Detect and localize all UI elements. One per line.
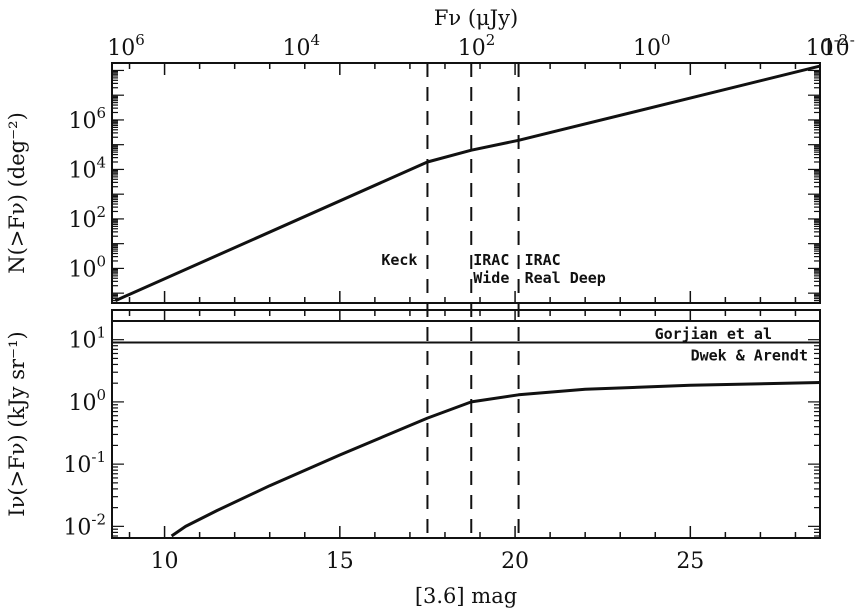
top-axis-title: Fν (μJy) [434,6,518,30]
top-axis-tick-label: 104 [282,31,320,61]
top-axis-tick-label: 10-4 [822,31,855,61]
x-tick-label: 15 [326,549,354,574]
intensity-panel [111,309,821,539]
intensity-y-tick-label: 10-1 [63,448,106,478]
irac-wide-label-2: Wide [473,269,509,287]
irac-wide-label-1: IRAC [473,251,509,269]
intensity-frame [111,309,821,539]
x-tick-label: 25 [676,549,704,574]
intensity-y-tick-label: 100 [68,386,106,416]
x-tick-label: 10 [151,549,179,574]
counts-frame [111,62,821,304]
x-tick-label: 20 [501,549,529,574]
top-axis-tick-label: 100 [633,31,671,61]
intensity-series-line [170,381,821,538]
top-axis-tick-label: 10-2 [806,31,849,61]
counts-y-axis-title: N(>Fν) (deg⁻²) [5,112,29,274]
dwek-arendt-label: Dwek & Arendt [691,347,808,365]
counts-y-tick-label: 106 [68,104,106,134]
gorjian-label: Gorjian et al [655,325,772,343]
counts-panel [111,62,821,304]
axis-text: 100 102 104 106 10-2 10-1 100 101 Gorjian et al D… [5,6,855,608]
x-axis-title: [3.6] mag [415,584,517,608]
counts-y-tick-label: 104 [68,153,106,183]
top-axis-tick-label: 102 [458,31,496,61]
irac-deep-label-2: Real Deep [525,269,606,287]
irac-deep-label-1: IRAC [525,251,561,269]
top-axis-tick-label: 106 [107,31,145,61]
counts-y-tick-label: 102 [68,203,106,233]
counts-y-tick-label: 100 [68,252,106,282]
intensity-y-tick-label: 101 [68,324,106,354]
intensity-y-axis-title: Iν(>Fν) (kJy sr⁻¹) [5,331,29,516]
counts-series-line [114,64,821,302]
keck-label: Keck [381,251,417,269]
intensity-y-tick-label: 10-2 [63,510,106,540]
